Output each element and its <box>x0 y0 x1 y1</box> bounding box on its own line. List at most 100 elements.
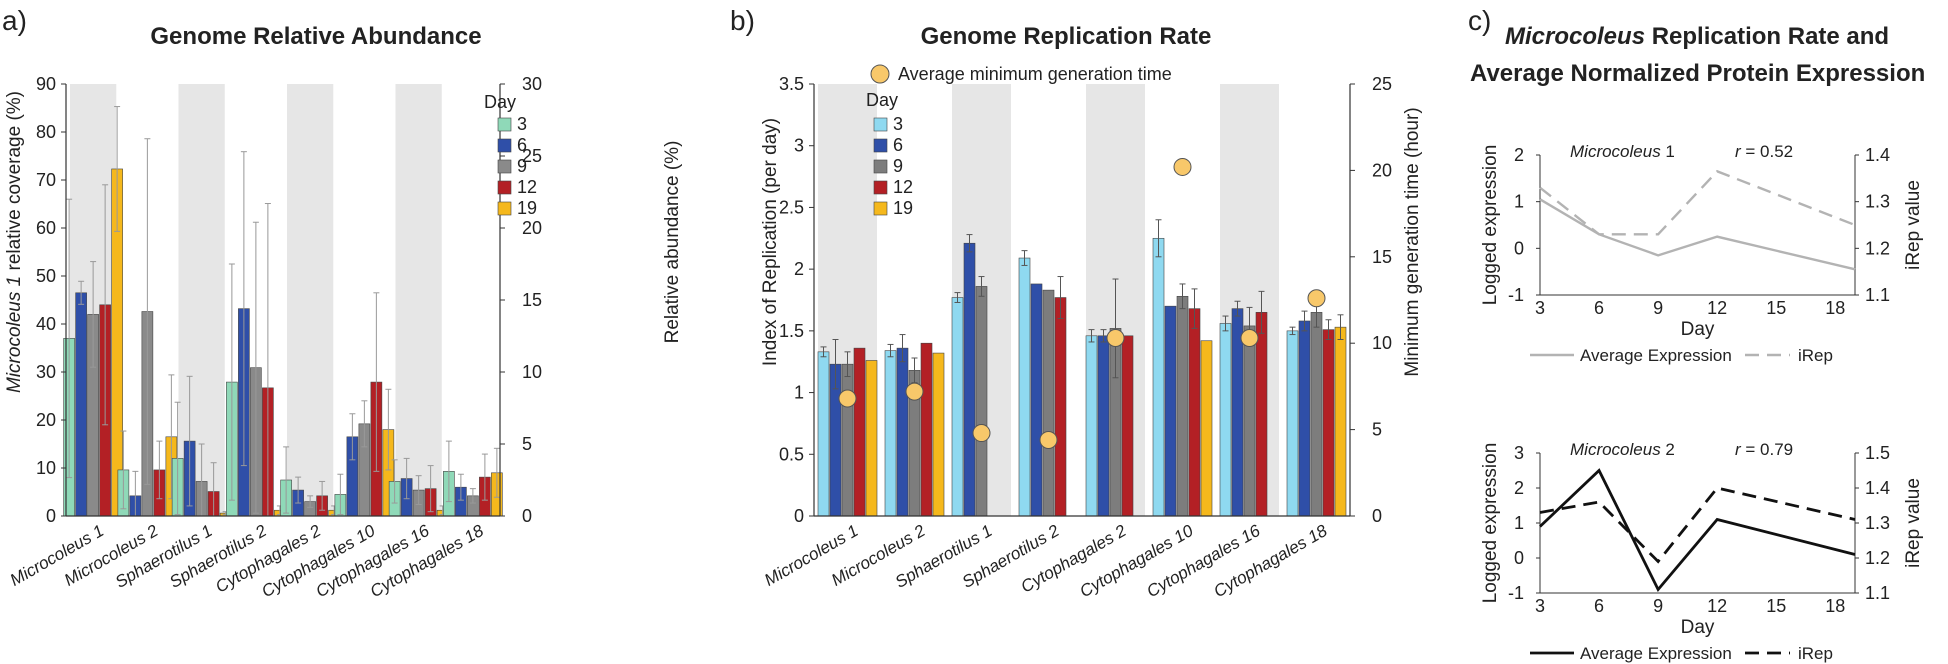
b-bar <box>817 351 830 517</box>
panel-c-label: c) <box>1468 5 1491 36</box>
b-generation-time-dot <box>1039 430 1058 449</box>
b-y-tick-label: 1 <box>794 383 804 403</box>
a-legend-label: 9 <box>517 156 527 176</box>
c-plot-title-italic: Microcoleus <box>1570 440 1661 459</box>
b-bar <box>1176 295 1189 517</box>
panel-b-dot-legend-marker <box>870 64 890 84</box>
a-legend-swatch <box>497 138 512 153</box>
b-bar <box>1200 340 1213 517</box>
b-y-tick-label: 0 <box>794 506 804 526</box>
panel-b-ylabel: Index of Replication (per day) <box>760 118 781 366</box>
c-x-tick-label: 3 <box>1535 596 1545 616</box>
b-bar <box>1322 329 1335 517</box>
panel-b-legend-title: Day <box>866 90 898 110</box>
b-bar <box>1334 326 1347 517</box>
a-y2-tick-label: 30 <box>522 74 542 94</box>
panel-c-title-rest: Replication Rate and <box>1645 23 1889 50</box>
panel-a-legend-title: Day <box>484 92 516 112</box>
c-x-tick-label: 9 <box>1653 298 1663 318</box>
c-r-value: = 0.79 <box>1741 440 1793 459</box>
c-y-tick-label: 1 <box>1514 513 1524 533</box>
c-y-tick-label: 0 <box>1514 548 1524 568</box>
c-y2-tick-label: 1.4 <box>1865 145 1890 165</box>
b-bar <box>1018 257 1031 517</box>
b-bar <box>1030 283 1043 517</box>
c-plot-title-suffix: 1 <box>1661 142 1675 161</box>
b-generation-time-dot <box>838 389 857 408</box>
c-r-symbol: r <box>1735 440 1742 459</box>
c-average-expression-line <box>1539 198 1856 271</box>
b-generation-time-dot <box>1307 289 1326 308</box>
b-bar <box>1310 312 1323 517</box>
a-y2-tick-label: 15 <box>522 290 542 310</box>
b-bar <box>975 286 988 517</box>
b-y-tick-label: 1.5 <box>779 321 804 341</box>
b-bar <box>1085 335 1098 517</box>
b-legend-label: 9 <box>893 156 903 176</box>
c-average-expression-line <box>1539 468 1856 593</box>
c-y2-tick-label: 1.3 <box>1865 513 1890 533</box>
b-y2-tick-label: 5 <box>1372 420 1382 440</box>
panel-c-title-line2: Average Normalized Protein Expression <box>1470 60 1925 87</box>
b-category-label: Cytophagales 10 <box>1077 521 1197 602</box>
b-bar <box>1219 323 1232 517</box>
b-bar <box>1054 297 1067 517</box>
b-bar <box>1255 312 1268 517</box>
panel-b-label: b) <box>730 5 755 36</box>
c-y2-tick-label: 1.4 <box>1865 478 1890 498</box>
b-generation-time-dot <box>905 382 924 401</box>
a-y-tick-label: 60 <box>36 218 56 238</box>
a-y-tick-label: 40 <box>36 314 56 334</box>
c-x-tick-label: 3 <box>1535 298 1545 318</box>
c-y2-label: iRep value <box>1903 478 1924 568</box>
a-y-tick-label: 90 <box>36 74 56 94</box>
panel-a-y2label: Relative abundance (%) <box>662 141 683 344</box>
panel-b-bars <box>817 219 1347 517</box>
b-bar <box>1042 289 1055 517</box>
panel-b-y2label: Minimum generation time (hour) <box>1402 107 1423 376</box>
c-y-tick-label: 1 <box>1514 192 1524 212</box>
c-y2-tick-label: 1.5 <box>1865 443 1890 463</box>
b-bar <box>932 352 945 517</box>
b-legend-swatch <box>873 159 888 174</box>
c-y2-tick-label: 1.1 <box>1865 285 1890 305</box>
b-bar <box>1164 305 1177 517</box>
c-x-label: Day <box>1681 319 1715 340</box>
b-y-tick-label: 0.5 <box>779 444 804 464</box>
a-y2-tick-label: 20 <box>522 218 542 238</box>
c-legend-irep-label: iRep <box>1798 644 1833 663</box>
panel-b-dots <box>838 157 1326 449</box>
panel-a-title: Genome Relative Abundance <box>150 23 481 50</box>
b-y-tick-label: 3.5 <box>779 74 804 94</box>
b-bar <box>896 347 909 517</box>
c-irep-line <box>1539 169 1856 236</box>
b-y-tick-label: 2 <box>794 259 804 279</box>
panel-a-bands <box>70 84 442 516</box>
b-legend-swatch <box>873 201 888 216</box>
c-x-tick-label: 9 <box>1653 596 1663 616</box>
a-y2-tick-label: 5 <box>522 434 532 454</box>
c-y-tick-label: 0 <box>1514 238 1524 258</box>
a-legend-swatch <box>497 201 512 216</box>
panel-a-ylabel: Microcoleus 1 relative coverage (%) <box>4 91 25 393</box>
b-bar <box>920 342 933 517</box>
b-bar <box>865 360 878 517</box>
c-plot-title-suffix: 2 <box>1661 440 1675 459</box>
b-generation-time-dot <box>1240 329 1259 348</box>
a-y-tick-label: 70 <box>36 170 56 190</box>
b-category-label: Cytophagales 16 <box>1144 521 1264 602</box>
c-legend-expression-label: Average Expression <box>1580 644 1732 663</box>
c-x-tick-label: 18 <box>1825 596 1845 616</box>
b-bar <box>841 363 854 517</box>
panel-c-title-line1: Microcoleus Replication Rate and <box>1505 23 1889 50</box>
a-legend-label: 3 <box>517 114 527 134</box>
c-x-tick-label: 18 <box>1825 298 1845 318</box>
c-plot-title-italic: Microcoleus <box>1570 142 1661 161</box>
c-y2-tick-label: 1.1 <box>1865 583 1890 603</box>
b-generation-time-dot <box>1106 329 1125 348</box>
c-x-tick-label: 6 <box>1594 596 1604 616</box>
